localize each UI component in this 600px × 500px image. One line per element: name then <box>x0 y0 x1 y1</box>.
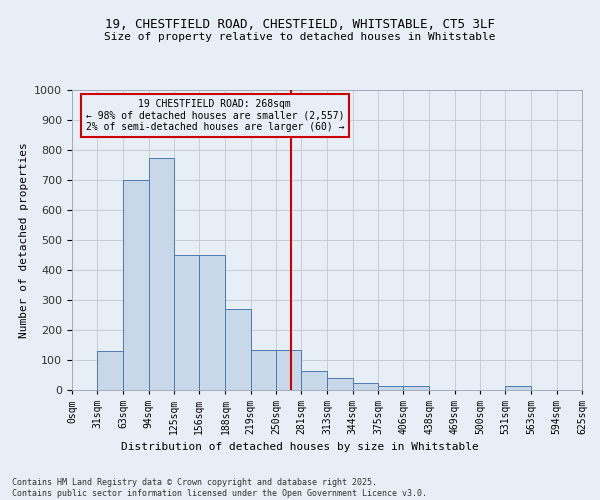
Text: Size of property relative to detached houses in Whitstable: Size of property relative to detached ho… <box>104 32 496 42</box>
Text: 19, CHESTFIELD ROAD, CHESTFIELD, WHITSTABLE, CT5 3LF: 19, CHESTFIELD ROAD, CHESTFIELD, WHITSTA… <box>105 18 495 30</box>
Bar <box>378 386 403 390</box>
Bar <box>199 255 224 390</box>
Bar <box>301 370 326 390</box>
Bar <box>276 350 301 390</box>
Bar <box>226 309 251 390</box>
Bar <box>251 350 276 390</box>
Bar <box>505 386 530 390</box>
Bar <box>328 378 353 390</box>
Bar <box>403 386 428 390</box>
Text: 19 CHESTFIELD ROAD: 268sqm
← 98% of detached houses are smaller (2,557)
2% of se: 19 CHESTFIELD ROAD: 268sqm ← 98% of deta… <box>86 99 344 132</box>
Bar <box>149 158 174 390</box>
Text: Contains HM Land Registry data © Crown copyright and database right 2025.
Contai: Contains HM Land Registry data © Crown c… <box>12 478 427 498</box>
Bar <box>353 382 378 390</box>
Bar <box>124 180 149 390</box>
Bar <box>97 351 122 390</box>
Bar <box>174 255 199 390</box>
Text: Distribution of detached houses by size in Whitstable: Distribution of detached houses by size … <box>121 442 479 452</box>
Y-axis label: Number of detached properties: Number of detached properties <box>19 142 29 338</box>
